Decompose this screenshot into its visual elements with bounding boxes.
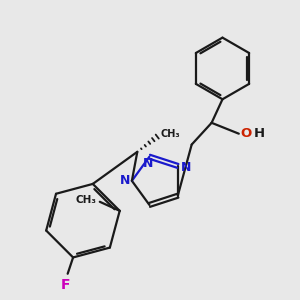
Text: F: F [61, 278, 70, 292]
Text: N: N [181, 161, 191, 174]
Text: CH₃: CH₃ [76, 195, 97, 205]
Text: CH₃: CH₃ [161, 129, 181, 140]
Text: O: O [241, 127, 252, 140]
Text: N: N [119, 174, 130, 187]
Text: N: N [142, 158, 153, 170]
Text: H: H [254, 127, 265, 140]
